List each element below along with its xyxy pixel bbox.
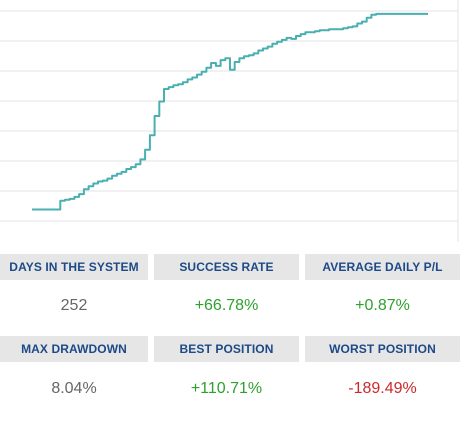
best-position-header: BEST POSITION: [154, 336, 299, 362]
average-daily-pl-header: AVERAGE DAILY P/L: [305, 254, 460, 280]
max-drawdown-value: 8.04%: [51, 380, 97, 397]
max-drawdown-header: MAX DRAWDOWN: [0, 336, 148, 362]
success-rate-value: +66.78%: [194, 297, 259, 314]
worst-position-header: WORST POSITION: [305, 336, 460, 362]
equity-chart-svg: [0, 0, 459, 242]
average-daily-pl-value: +0.87%: [355, 297, 410, 314]
equity-chart: [0, 0, 459, 242]
equity-series-line: [32, 12, 428, 211]
best-position-value: +110.71%: [190, 380, 263, 397]
worst-position-value: -189.49%: [348, 380, 417, 397]
success-rate-header: SUCCESS RATE: [154, 254, 299, 280]
days-in-system-header: DAYS IN THE SYSTEM: [0, 254, 148, 280]
days-in-system-value: 252: [60, 297, 88, 314]
